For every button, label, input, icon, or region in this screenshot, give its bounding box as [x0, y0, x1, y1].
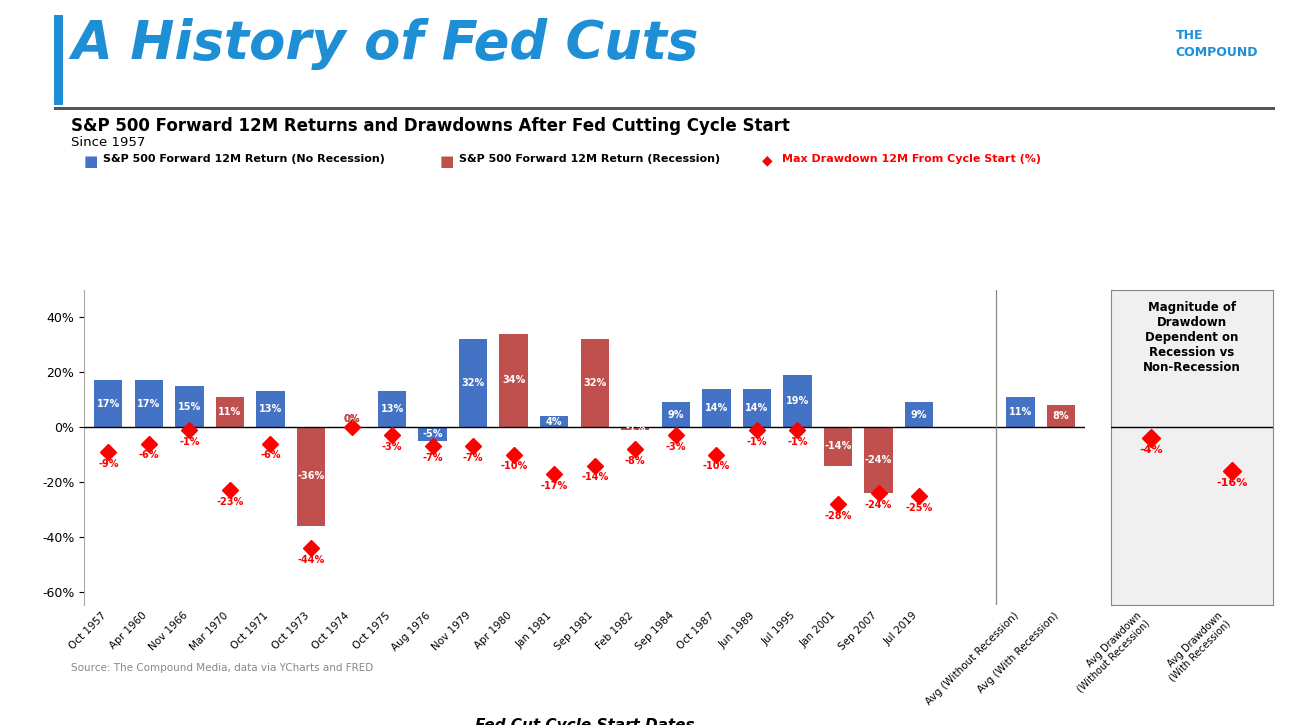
Text: ◆: ◆ [762, 154, 773, 167]
Text: 11%: 11% [1009, 407, 1032, 417]
Text: S&P 500 Forward 12M Return (No Recession): S&P 500 Forward 12M Return (No Recession… [103, 154, 385, 164]
Text: -1%: -1% [747, 436, 767, 447]
Bar [216, 397, 244, 427]
Text: 32%: 32% [461, 378, 484, 389]
Text: -1%: -1% [625, 423, 646, 434]
Text: -10%: -10% [703, 461, 730, 471]
Text: 13%: 13% [258, 405, 282, 414]
Text: -23%: -23% [216, 497, 244, 507]
Bar [824, 427, 853, 465]
Text: -44%: -44% [297, 555, 324, 565]
Bar [94, 381, 123, 427]
Bar [459, 339, 487, 427]
Text: Source: The Compound Media, data via YCharts and FRED: Source: The Compound Media, data via YCh… [71, 663, 373, 674]
Text: -28%: -28% [824, 510, 851, 521]
Bar [662, 402, 690, 427]
Bar [1006, 397, 1035, 427]
Bar [176, 386, 204, 427]
Text: -24%: -24% [864, 455, 893, 465]
Text: 0%: 0% [344, 414, 359, 424]
Text: 0%: 0% [344, 414, 359, 424]
Text: -14%: -14% [824, 442, 851, 452]
Text: 32%: 32% [583, 378, 606, 389]
Text: -7%: -7% [422, 453, 443, 463]
Text: Magnitude of
Drawdown
Dependent on
Recession vs
Non-Recession: Magnitude of Drawdown Dependent on Reces… [1143, 301, 1240, 374]
Text: 11%: 11% [218, 407, 242, 417]
Text: -3%: -3% [382, 442, 402, 452]
Bar [134, 381, 163, 427]
Text: 8%: 8% [1053, 411, 1070, 421]
Bar [580, 339, 609, 427]
Text: -6%: -6% [260, 450, 280, 460]
Bar [621, 427, 650, 430]
Text: ■: ■ [439, 154, 453, 169]
Text: -36%: -36% [297, 471, 324, 481]
Text: 17%: 17% [137, 399, 160, 409]
Text: S&P 500 Forward 12M Return (Recession): S&P 500 Forward 12M Return (Recession) [459, 154, 720, 164]
Bar [743, 389, 771, 427]
Text: Max Drawdown 12M From Cycle Start (%): Max Drawdown 12M From Cycle Start (%) [782, 154, 1040, 164]
Text: -7%: -7% [463, 453, 483, 463]
Text: 19%: 19% [786, 396, 809, 406]
Text: THE
COMPOUND: THE COMPOUND [1176, 29, 1258, 59]
Text: 15%: 15% [178, 402, 202, 412]
Bar [702, 389, 730, 427]
Text: -6%: -6% [138, 450, 159, 460]
Text: 14%: 14% [704, 403, 727, 413]
Bar [500, 334, 528, 427]
Text: 17%: 17% [97, 399, 120, 409]
Text: -1%: -1% [180, 436, 200, 447]
Bar [297, 427, 326, 526]
Bar [1047, 405, 1075, 427]
Text: 14%: 14% [745, 403, 769, 413]
Text: -16%: -16% [1217, 478, 1248, 488]
Text: A History of Fed Cuts: A History of Fed Cuts [71, 18, 699, 70]
Text: -8%: -8% [625, 456, 646, 466]
Text: 4%: 4% [547, 417, 562, 426]
Text: -3%: -3% [665, 442, 686, 452]
Text: -1%: -1% [787, 436, 808, 447]
Bar [864, 427, 893, 493]
Bar [540, 416, 568, 427]
X-axis label: Fed Cut Cycle Start Dates: Fed Cut Cycle Start Dates [475, 718, 694, 725]
Text: -5%: -5% [422, 429, 443, 439]
Text: 13%: 13% [380, 405, 403, 414]
Bar [256, 392, 284, 427]
Text: -10%: -10% [500, 461, 527, 471]
Text: 9%: 9% [911, 410, 928, 420]
Text: -9%: -9% [98, 459, 119, 468]
Text: -24%: -24% [864, 500, 893, 510]
Text: ■: ■ [84, 154, 98, 169]
Text: Since 1957: Since 1957 [71, 136, 146, 149]
Text: S&P 500 Forward 12M Returns and Drawdowns After Fed Cutting Cycle Start: S&P 500 Forward 12M Returns and Drawdown… [71, 117, 789, 136]
Text: -17%: -17% [540, 481, 568, 491]
Text: -4%: -4% [1140, 445, 1163, 455]
Bar [377, 392, 406, 427]
Text: 34%: 34% [503, 376, 526, 386]
Text: -25%: -25% [906, 502, 933, 513]
Bar [783, 375, 811, 427]
Text: -14%: -14% [581, 473, 609, 482]
Bar [904, 402, 933, 427]
Bar [419, 427, 447, 441]
Text: 9%: 9% [668, 410, 683, 420]
